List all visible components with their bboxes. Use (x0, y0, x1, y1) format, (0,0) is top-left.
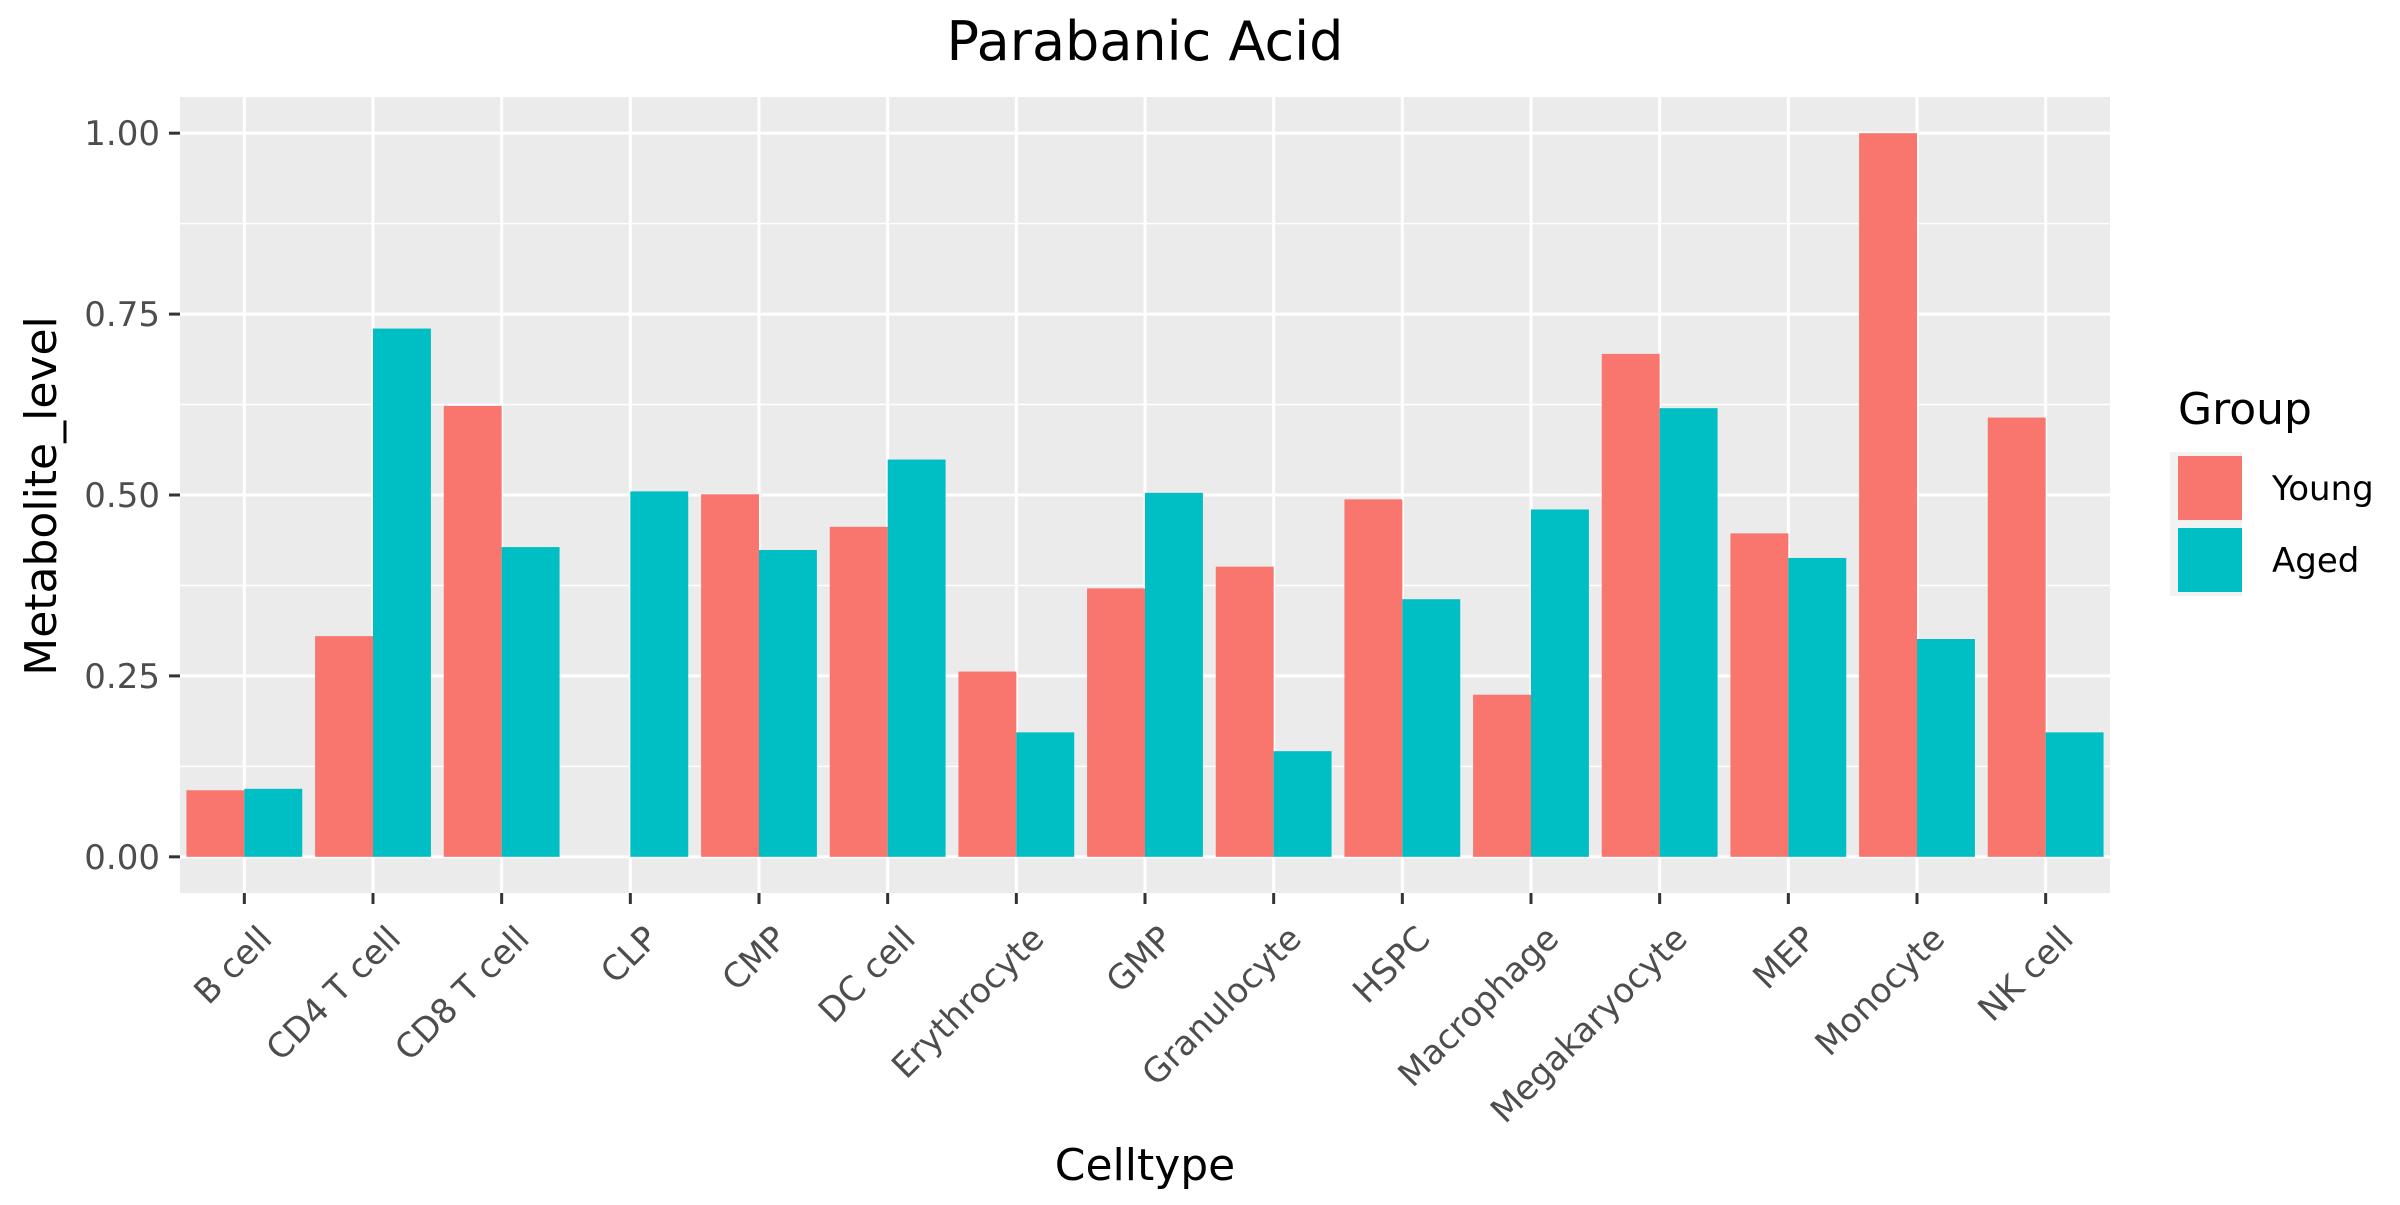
bar-aged-clp (630, 491, 689, 857)
legend-key-young (2178, 456, 2242, 520)
legend: Group Young Aged (2170, 384, 2374, 596)
bar-young-cd8-t-cell (443, 405, 502, 857)
bar-aged-b-cell (244, 788, 303, 857)
x-tick-label: GMP (1099, 919, 1181, 1001)
x-tick-label: MEP (1746, 919, 1825, 998)
bar-aged-megakaryocyte (1659, 408, 1718, 857)
bar-aged-nk-cell (2045, 732, 2104, 857)
bar-aged-mep (1788, 557, 1847, 857)
x-tick-label: CD4 T cell (259, 919, 409, 1069)
x-tick-label: HSPC (1345, 919, 1438, 1012)
bar-aged-granulocyte (1273, 751, 1332, 857)
bar-young-mep (1730, 533, 1789, 857)
legend-label-aged: Aged (2272, 541, 2359, 581)
x-tick-label: NK cell (1971, 919, 2082, 1030)
y-tick-label: 0.75 (84, 295, 160, 335)
bar-young-b-cell (186, 790, 245, 857)
bar-young-macrophage (1473, 694, 1531, 857)
chart-title: Parabanic Acid (947, 10, 1344, 73)
bar-young-hspc (1344, 499, 1403, 857)
y-tick-label: 1.00 (84, 114, 160, 154)
bar-young-erythrocyte (958, 671, 1017, 857)
bar-young-cd4-t-cell (315, 636, 373, 857)
bar-young-granulocyte (1215, 566, 1274, 857)
bar-young-nk-cell (1987, 417, 2046, 857)
x-tick-label: CD8 T cell (387, 919, 537, 1069)
x-tick-label: CLP (593, 919, 666, 992)
bar-young-cmp (701, 494, 759, 857)
bars (186, 133, 2104, 857)
x-tick-label: Monocyte (1808, 919, 1953, 1064)
bar-aged-cd8-t-cell (501, 547, 560, 857)
y-tick-label: 0.00 (84, 838, 160, 878)
bar-young-megakaryocyte (1601, 353, 1660, 857)
legend-label-young: Young (2271, 469, 2374, 509)
bar-aged-cmp (759, 549, 817, 857)
bar-aged-dc-cell (887, 459, 946, 857)
legend-title: Group (2178, 384, 2312, 435)
bar-young-monocyte (1859, 133, 1917, 857)
x-tick-label: DC cell (811, 919, 924, 1032)
y-axis-title: Metabolite_level (16, 316, 67, 676)
bar-young-gmp (1087, 588, 1145, 857)
x-axis-title: Celltype (1055, 1140, 1236, 1191)
x-tick-label: B cell (186, 919, 280, 1013)
bar-aged-monocyte (1917, 639, 1975, 857)
bar-aged-cd4-t-cell (373, 328, 431, 857)
legend-key-aged (2178, 528, 2242, 592)
bar-aged-erythrocyte (1016, 732, 1075, 857)
x-tick-label: CMP (715, 919, 795, 999)
y-tick-label: 0.50 (84, 476, 160, 516)
bar-aged-gmp (1145, 492, 1203, 857)
bar-young-dc-cell (829, 526, 888, 857)
y-tick-label: 0.25 (84, 657, 160, 697)
bar-aged-hspc (1402, 599, 1461, 857)
bar-aged-macrophage (1531, 509, 1589, 857)
